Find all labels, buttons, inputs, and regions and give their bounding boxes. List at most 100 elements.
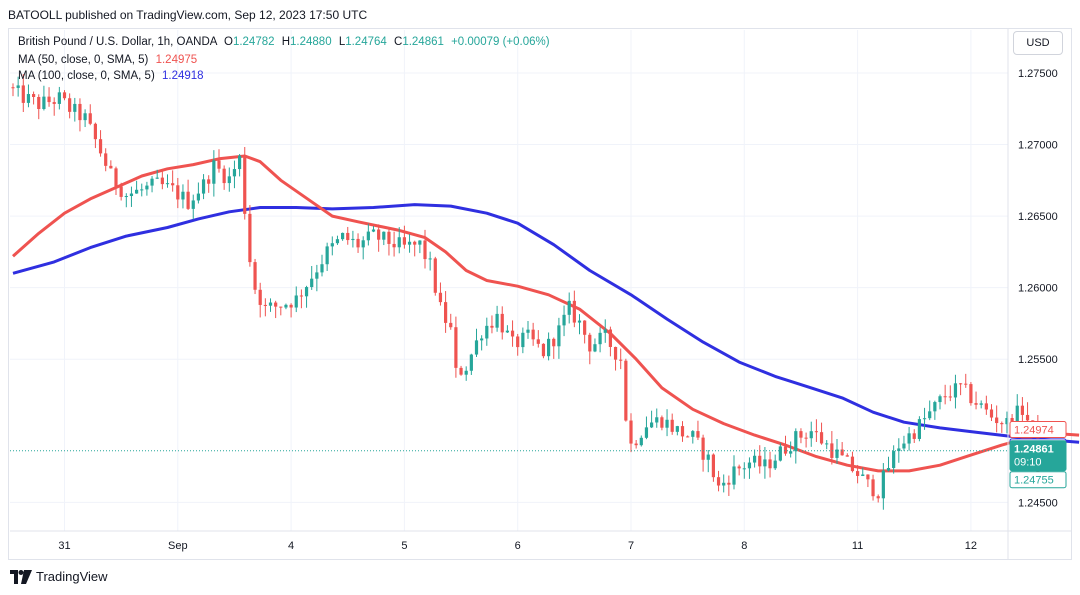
ohlc-h-label: H: [281, 36, 291, 48]
candle-body: [310, 278, 314, 288]
candle-body: [727, 482, 731, 485]
time-axis: 31 Sep 4 5 6 7 8 11 12: [10, 530, 1072, 552]
candle-body: [248, 213, 252, 263]
x-tick-label: 8: [741, 540, 747, 552]
grid-lines: [10, 30, 1008, 531]
candle-body: [268, 302, 273, 306]
candle-body: [196, 193, 200, 201]
candle-body: [634, 443, 638, 446]
candle-body: [212, 160, 216, 184]
ma100-legend[interactable]: MA (100, close, 0, SMA, 5) 1.24918: [18, 70, 204, 82]
candle-body: [150, 178, 154, 186]
candle-body: [459, 367, 463, 375]
candle-body: [26, 94, 31, 103]
candle-body: [304, 287, 309, 297]
candle-body: [1025, 414, 1030, 421]
candle-body: [129, 193, 134, 197]
tradingview-footer[interactable]: TradingView: [10, 569, 108, 584]
candle-body: [500, 313, 504, 333]
ma100-line: [12, 203, 1080, 444]
candle-body: [88, 113, 92, 124]
candle-body: [207, 179, 211, 184]
candle-body: [722, 482, 726, 486]
candle-body: [969, 384, 973, 404]
ma50-legend[interactable]: MA (50, close, 0, SMA, 5) 1.24975: [18, 54, 197, 66]
candle-body: [613, 346, 618, 360]
candle-body: [541, 343, 546, 357]
candle-body: [665, 419, 669, 428]
candle-body: [454, 327, 458, 368]
candle-body: [979, 403, 983, 405]
symbol-legend: British Pound / U.S. Dollar, 1h, OANDA O…: [18, 36, 550, 48]
candle-body: [876, 496, 880, 499]
candle-body: [830, 443, 834, 458]
candle-body: [974, 403, 978, 405]
candle-body: [953, 383, 958, 398]
candle-body: [753, 455, 757, 463]
candle-body: [186, 191, 190, 209]
candle-body: [366, 231, 370, 241]
candle-body: [577, 320, 582, 323]
low-price-label-box: [1009, 471, 1067, 489]
candle-body: [732, 466, 736, 485]
candle-body: [42, 96, 46, 110]
ma100-line-group: [12, 203, 1080, 444]
candle-body: [433, 258, 437, 293]
x-tick-label: 5: [401, 540, 407, 552]
candle-body: [279, 306, 283, 308]
candle-body: [660, 417, 664, 428]
candle-body: [284, 304, 288, 308]
candle-body: [866, 474, 870, 480]
candle-body: [315, 272, 319, 279]
candle-body: [382, 231, 386, 240]
candle-body: [1015, 405, 1019, 428]
candle-body: [608, 329, 612, 347]
candle-body: [603, 329, 607, 333]
candle-body: [747, 462, 752, 469]
candle-body: [47, 96, 51, 103]
candle-body: [57, 92, 61, 104]
candle-body: [696, 431, 700, 438]
currency-button[interactable]: USD: [1013, 31, 1063, 55]
ma50-price-label-text: 1.24974: [1014, 425, 1054, 437]
candle-body: [480, 338, 484, 341]
candle-body: [711, 454, 715, 478]
ohlc-change: +0.00079 (+0.06%): [451, 36, 550, 48]
candle-body: [922, 418, 927, 420]
candle-body: [165, 183, 170, 185]
ma100-legend-value: 1.24918: [161, 70, 204, 82]
candle-body: [1000, 423, 1004, 425]
candle-body: [861, 474, 865, 476]
candle-body: [619, 359, 623, 361]
x-tick-label: 7: [628, 540, 634, 552]
candle-body: [789, 451, 793, 454]
candle-body: [892, 451, 896, 468]
candle-body: [238, 155, 242, 170]
candle-body: [145, 185, 149, 190]
candle-body: [104, 153, 108, 166]
candle-body: [897, 448, 901, 452]
candle-body: [701, 437, 705, 460]
candle-body: [521, 332, 525, 348]
candle-body: [176, 185, 180, 200]
candle-body: [516, 336, 520, 348]
candle-body: [655, 417, 659, 423]
candle-body: [819, 432, 824, 444]
candle-body: [871, 479, 875, 497]
candle-body: [227, 176, 231, 184]
candle-body: [217, 160, 221, 169]
candle-body: [438, 292, 443, 303]
candle-body: [119, 186, 123, 197]
candle-body: [572, 300, 576, 323]
candle-body: [155, 177, 159, 179]
symbol-name: British Pound / U.S. Dollar, 1h, OANDA: [18, 36, 217, 48]
candle-body: [758, 455, 762, 467]
candle-body: [490, 325, 494, 328]
candle-body: [335, 239, 340, 244]
candle-body: [377, 229, 381, 240]
candle-body: [943, 396, 947, 398]
x-tick-label: Sep: [168, 540, 188, 552]
candle-body: [402, 237, 406, 245]
candle-body: [320, 264, 324, 273]
